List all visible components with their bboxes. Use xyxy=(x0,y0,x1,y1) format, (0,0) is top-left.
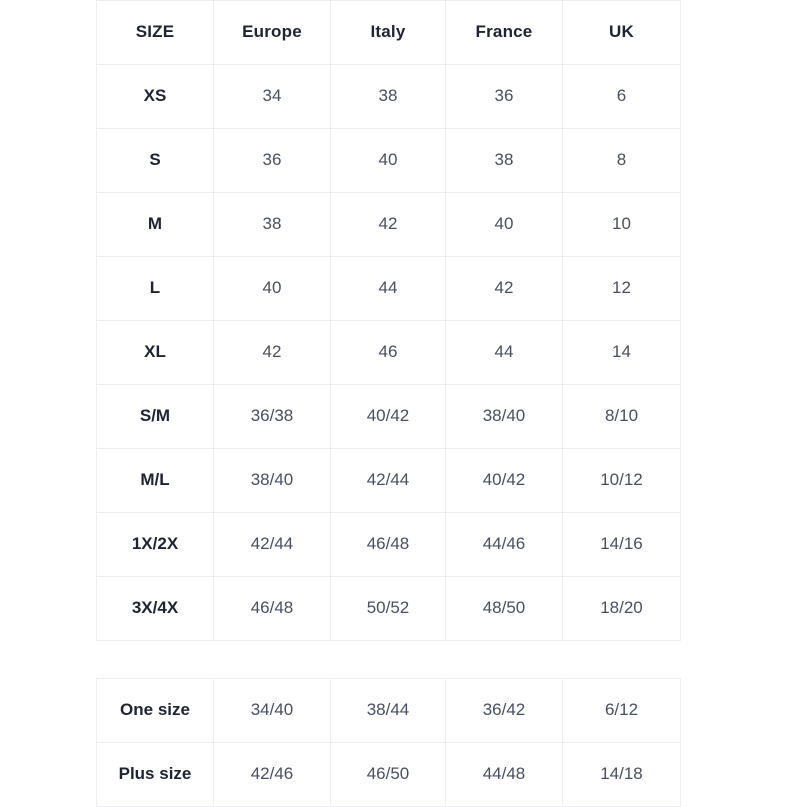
table-row: 3X/4X 46/48 50/52 48/50 18/20 xyxy=(96,576,681,641)
table-body: XS 34 38 36 6 S 36 40 38 8 M 38 42 40 10 xyxy=(96,64,681,641)
cell-europe: 42/44 xyxy=(213,512,331,577)
cell-italy: 40 xyxy=(330,128,446,193)
table-row: XS 34 38 36 6 xyxy=(96,64,681,129)
cell-france: 36/42 xyxy=(445,678,563,743)
table-row: 1X/2X 42/44 46/48 44/46 14/16 xyxy=(96,512,681,577)
cell-size: XS xyxy=(96,64,214,129)
cell-size: XL xyxy=(96,320,214,385)
cell-italy: 38 xyxy=(330,64,446,129)
cell-france: 44/48 xyxy=(445,742,563,807)
cell-size: 3X/4X xyxy=(96,576,214,641)
cell-uk: 14/18 xyxy=(562,742,681,807)
cell-france: 36 xyxy=(445,64,563,129)
size-chart-container: SIZE Europe Italy France UK XS 34 38 36 … xyxy=(96,0,681,807)
table-body: One size 34/40 38/44 36/42 6/12 Plus siz… xyxy=(96,678,681,807)
cell-europe: 34 xyxy=(213,64,331,129)
cell-italy: 42/44 xyxy=(330,448,446,513)
cell-europe: 34/40 xyxy=(213,678,331,743)
cell-uk: 10/12 xyxy=(562,448,681,513)
cell-france: 48/50 xyxy=(445,576,563,641)
table-separator-gap xyxy=(96,641,680,678)
cell-italy: 46 xyxy=(330,320,446,385)
size-conversion-table: SIZE Europe Italy France UK XS 34 38 36 … xyxy=(96,0,681,641)
cell-size: M xyxy=(96,192,214,257)
table-row: M 38 42 40 10 xyxy=(96,192,681,257)
cell-france: 44/46 xyxy=(445,512,563,577)
cell-europe: 40 xyxy=(213,256,331,321)
table-header: SIZE Europe Italy France UK xyxy=(96,0,681,65)
cell-size: One size xyxy=(96,678,214,743)
cell-italy: 44 xyxy=(330,256,446,321)
cell-uk: 6 xyxy=(562,64,681,129)
cell-europe: 38 xyxy=(213,192,331,257)
column-header-uk: UK xyxy=(562,0,681,65)
one-size-conversion-table: One size 34/40 38/44 36/42 6/12 Plus siz… xyxy=(96,678,681,807)
cell-italy: 46/50 xyxy=(330,742,446,807)
cell-europe: 42/46 xyxy=(213,742,331,807)
cell-europe: 42 xyxy=(213,320,331,385)
table-row: L 40 44 42 12 xyxy=(96,256,681,321)
cell-uk: 6/12 xyxy=(562,678,681,743)
cell-size: S xyxy=(96,128,214,193)
cell-size: M/L xyxy=(96,448,214,513)
cell-europe: 36/38 xyxy=(213,384,331,449)
table-row: XL 42 46 44 14 xyxy=(96,320,681,385)
cell-italy: 38/44 xyxy=(330,678,446,743)
column-header-france: France xyxy=(445,0,563,65)
cell-uk: 18/20 xyxy=(562,576,681,641)
cell-size: Plus size xyxy=(96,742,214,807)
cell-france: 38/40 xyxy=(445,384,563,449)
table-row: S/M 36/38 40/42 38/40 8/10 xyxy=(96,384,681,449)
column-header-italy: Italy xyxy=(330,0,446,65)
cell-size: L xyxy=(96,256,214,321)
cell-france: 40/42 xyxy=(445,448,563,513)
table-row: S 36 40 38 8 xyxy=(96,128,681,193)
cell-size: 1X/2X xyxy=(96,512,214,577)
cell-europe: 36 xyxy=(213,128,331,193)
column-header-size: SIZE xyxy=(96,0,214,65)
cell-uk: 12 xyxy=(562,256,681,321)
column-header-europe: Europe xyxy=(213,0,331,65)
cell-uk: 14 xyxy=(562,320,681,385)
table-row: One size 34/40 38/44 36/42 6/12 xyxy=(96,678,681,743)
table-row: M/L 38/40 42/44 40/42 10/12 xyxy=(96,448,681,513)
cell-france: 40 xyxy=(445,192,563,257)
table-row: Plus size 42/46 46/50 44/48 14/18 xyxy=(96,742,681,807)
cell-italy: 42 xyxy=(330,192,446,257)
cell-france: 42 xyxy=(445,256,563,321)
cell-france: 38 xyxy=(445,128,563,193)
cell-italy: 50/52 xyxy=(330,576,446,641)
cell-uk: 10 xyxy=(562,192,681,257)
table-header-row: SIZE Europe Italy France UK xyxy=(96,0,681,65)
cell-italy: 40/42 xyxy=(330,384,446,449)
cell-uk: 8/10 xyxy=(562,384,681,449)
cell-italy: 46/48 xyxy=(330,512,446,577)
cell-uk: 14/16 xyxy=(562,512,681,577)
cell-uk: 8 xyxy=(562,128,681,193)
cell-size: S/M xyxy=(96,384,214,449)
cell-france: 44 xyxy=(445,320,563,385)
cell-europe: 38/40 xyxy=(213,448,331,513)
cell-europe: 46/48 xyxy=(213,576,331,641)
